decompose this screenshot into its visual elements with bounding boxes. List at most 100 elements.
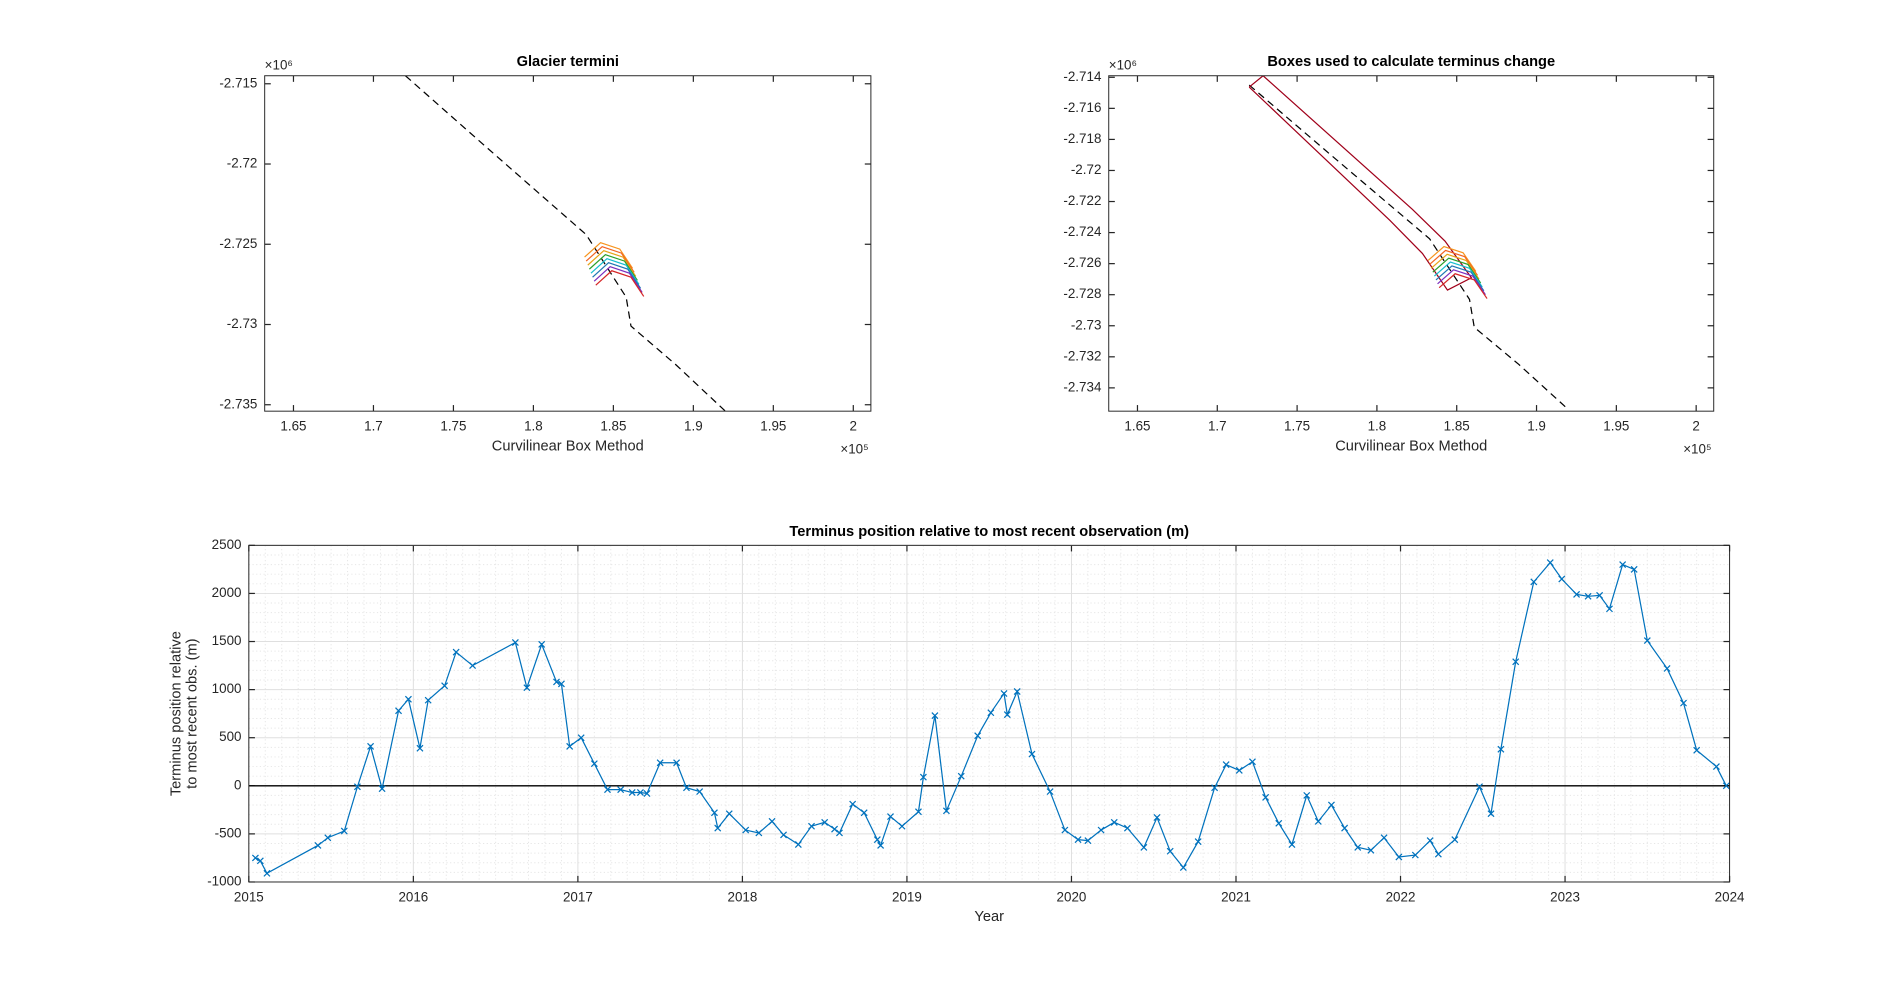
marker [1211,784,1219,792]
x-tick-label: 1.9 [1527,419,1546,434]
marker [957,772,965,780]
marker [780,831,788,839]
x-tick-label: 1.65 [1124,419,1150,434]
series-line [1435,265,1485,292]
marker [1028,750,1036,758]
marker [628,789,636,797]
marker [1061,826,1069,834]
y-tick-label: -2.714 [1063,69,1102,84]
x-tick-label: 2 [1692,419,1699,434]
marker [1546,559,1554,567]
marker [367,742,375,750]
x-tick-label: 2021 [1221,889,1251,904]
axes-box [264,75,872,412]
series-line [587,249,637,277]
x-axis-label: Year [974,909,1004,925]
marker [1166,847,1174,855]
marker [860,809,868,817]
plot-area [251,559,1730,877]
marker [808,822,815,830]
marker [643,790,651,797]
marker [511,639,519,646]
marker [725,810,733,818]
x-tick-label: 2020 [1057,889,1087,904]
marker [755,829,763,837]
marker [1426,837,1434,845]
axes-background [1108,75,1714,412]
marker [919,773,927,781]
y-scale-label: ×10⁶ [1109,58,1137,73]
x-tick-label: 1.7 [364,419,383,434]
marker [424,696,432,704]
series-line [593,266,643,293]
series-line [1429,249,1478,276]
x-tick-label: 1.95 [760,419,786,434]
series-line [592,262,642,289]
marker [1712,763,1720,771]
marker [1573,590,1581,598]
marker [1395,853,1403,861]
marker [1222,761,1230,769]
y-tick-label: 1000 [212,681,242,696]
marker [1288,840,1296,848]
marker [1013,688,1021,696]
y-tick-label: -2.722 [1063,193,1101,208]
marker [324,834,332,842]
x-axis-label: Curvilinear Box Method [1335,438,1487,454]
marker [1341,824,1349,832]
marker [1530,578,1538,586]
marker [1275,819,1283,827]
marker [656,759,664,767]
marker [714,824,722,832]
marker [256,857,264,865]
marker [1314,817,1322,825]
series-line [1433,261,1483,288]
x-tick-label: 2 [850,419,857,434]
series-line [585,245,635,273]
y-tick-label: -2.724 [1063,224,1102,239]
marker [1262,793,1270,801]
marker [1680,699,1687,707]
series-line [1427,245,1477,272]
y-tick-label: 0 [234,777,241,792]
y-tick-label: -2.732 [1063,348,1101,363]
x-tick-label: 2015 [234,889,264,904]
marker [1327,801,1335,809]
marker [1451,836,1459,844]
y-tick-label: -2.72 [1071,162,1102,177]
marker [1722,782,1730,790]
marker [590,760,598,768]
marker [577,734,585,742]
y-tick-label: -1000 [207,874,241,889]
marker [1248,758,1256,766]
x-tick-label: 1.85 [1444,419,1470,434]
axes-background [264,75,871,412]
plot-area [1248,75,1569,411]
plot-area [405,75,726,412]
x-tick-label: 2016 [398,889,428,904]
marker [768,817,776,825]
marker [523,684,531,692]
marker [441,682,449,690]
marker [831,825,839,833]
marker [395,707,403,715]
marker [416,744,424,752]
y-tick-label: -2.715 [219,75,257,90]
marker [1630,565,1638,573]
marker [566,742,574,750]
marker [1046,788,1054,796]
x-tick-label: 2018 [727,889,757,904]
marker [887,813,894,821]
y-tick-label: -2.728 [1063,286,1101,301]
y-tick-label: -2.73 [1071,317,1102,332]
y-tick-label: -2.726 [1063,255,1101,270]
series-line [1248,84,1569,411]
marker [553,678,560,686]
marker [898,822,906,830]
y-tick-label: -2.73 [227,316,258,331]
chart-title: Terminus position relative to most recen… [789,524,1189,540]
x-tick-label: 1.9 [684,419,703,434]
series-line [405,75,726,412]
x-tick-label: 1.75 [1284,419,1310,434]
